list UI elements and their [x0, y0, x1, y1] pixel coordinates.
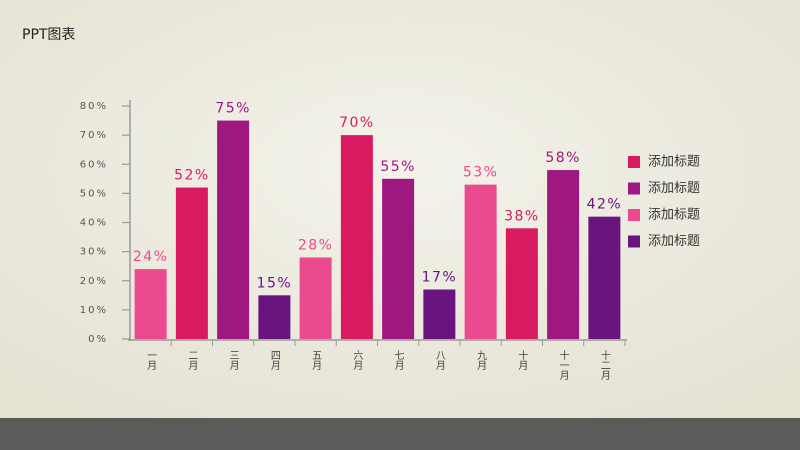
x-tick-label: 十二月: [598, 349, 610, 381]
value-label: 42%: [587, 197, 623, 213]
bar: [382, 178, 415, 339]
y-tick-label: 60%: [80, 159, 108, 170]
bar: [175, 187, 208, 339]
chart-title: PPT图表: [22, 27, 75, 43]
y-tick-label: 40%: [80, 218, 108, 229]
bar: [588, 216, 621, 339]
value-label: 58%: [545, 150, 581, 166]
value-label: 70%: [339, 115, 375, 131]
legend-swatch: [628, 182, 640, 195]
value-label: 17%: [422, 269, 458, 285]
bar: [547, 170, 580, 339]
bar: [464, 184, 497, 339]
y-tick-label: 30%: [80, 247, 108, 258]
bar: [505, 228, 538, 339]
bar: [134, 269, 167, 339]
x-tick-label: 五月: [310, 350, 322, 371]
bar: [340, 135, 373, 339]
legend-swatch: [628, 235, 640, 248]
legend-label: 添加标题: [648, 208, 700, 223]
y-tick-label: 50%: [80, 188, 108, 199]
x-tick-label: 七月: [392, 350, 404, 371]
value-label: 15%: [257, 275, 293, 291]
x-tick-label: 六月: [351, 350, 363, 371]
x-tick-label: 九月: [475, 350, 487, 371]
y-tick-label: 20%: [80, 276, 108, 287]
x-tick-label: 三月: [227, 350, 239, 371]
value-label: 28%: [298, 237, 334, 253]
legend-label: 添加标题: [648, 155, 700, 170]
legend-swatch: [628, 156, 640, 168]
value-label: 75%: [215, 101, 251, 117]
x-tick-label: 二月: [186, 350, 198, 371]
legend-swatch: [628, 209, 640, 221]
y-tick-label: 70%: [80, 130, 108, 141]
value-label: 38%: [504, 208, 540, 224]
y-tick-label: 10%: [80, 305, 108, 316]
x-tick-label: 一月: [145, 350, 157, 371]
bar: [423, 289, 456, 339]
value-label: 55%: [380, 159, 416, 175]
footer-bar: [0, 418, 800, 450]
y-tick-label: 80%: [80, 101, 108, 112]
legend-label: 添加标题: [648, 181, 700, 196]
y-tick-label: 0%: [88, 334, 108, 345]
bar: [258, 295, 291, 339]
legend-label: 添加标题: [648, 234, 700, 249]
value-label: 53%: [463, 165, 499, 181]
x-tick-label: 十一月: [557, 349, 569, 381]
value-label: 52%: [174, 168, 210, 184]
x-tick-label: 四月: [268, 350, 280, 371]
x-tick-label: 十月: [516, 349, 528, 371]
value-label: 24%: [133, 249, 169, 265]
bar: [299, 257, 332, 339]
x-tick-label: 八月: [433, 350, 445, 371]
bar: [217, 120, 250, 339]
